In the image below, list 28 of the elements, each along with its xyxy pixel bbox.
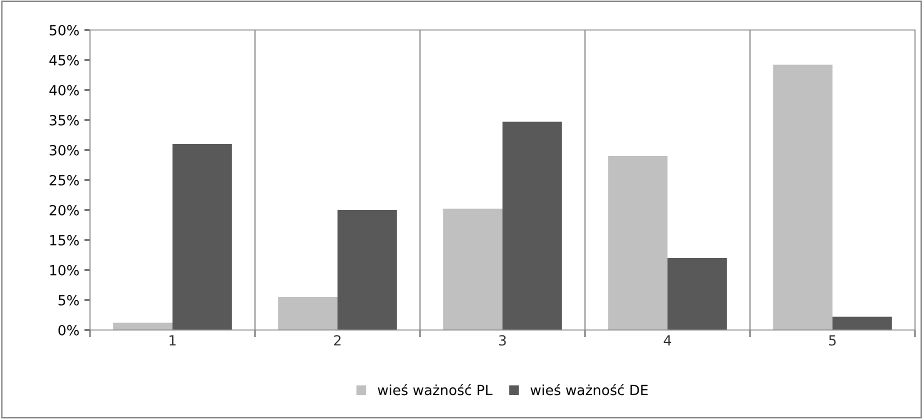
y-tick-label: 25% — [50, 174, 79, 186]
bar — [338, 210, 397, 330]
y-tick-label: 10% — [50, 264, 79, 276]
bar — [773, 64, 832, 330]
y-tick-label: 5% — [58, 294, 79, 306]
legend-label: wieś ważność DE — [530, 384, 648, 396]
y-tick-label: 15% — [50, 234, 79, 246]
y-tick-label: 20% — [50, 204, 79, 216]
bar — [502, 122, 562, 330]
bar — [278, 297, 338, 330]
bar — [443, 208, 502, 330]
y-tick-label: 50% — [50, 24, 79, 36]
x-tick-label: 3 — [499, 335, 506, 346]
y-tick-label: 30% — [50, 144, 79, 156]
bar — [172, 144, 232, 330]
y-tick-label: 0% — [58, 324, 79, 336]
y-tick-label: 45% — [49, 54, 79, 66]
x-tick-label: 1 — [170, 335, 176, 346]
y-tick-label: 40% — [49, 84, 79, 96]
bar — [668, 258, 727, 330]
x-tick-label: 4 — [664, 335, 672, 346]
bar — [608, 156, 668, 330]
legend-label: wieś ważność PL — [378, 384, 492, 396]
bar — [832, 316, 892, 330]
x-tick-label: 5 — [829, 335, 836, 346]
x-tick-label: 2 — [334, 335, 341, 346]
bar — [113, 322, 172, 330]
y-tick-label: 35% — [50, 114, 79, 126]
